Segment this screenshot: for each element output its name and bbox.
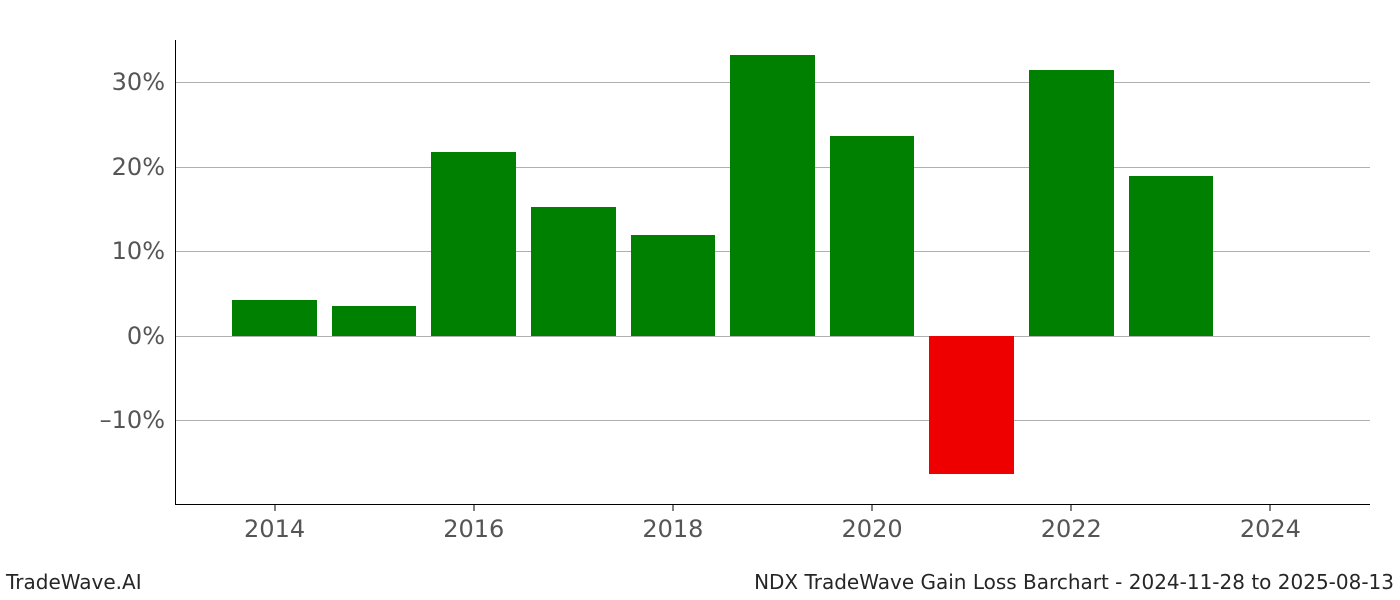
footer-caption: NDX TradeWave Gain Loss Barchart - 2024-… xyxy=(754,570,1394,594)
x-tick-label: 2014 xyxy=(244,505,305,543)
gridline xyxy=(175,420,1370,421)
chart-canvas: –10%0%10%20%30%201420162018202020222024 … xyxy=(0,0,1400,600)
x-tick-label: 2018 xyxy=(642,505,703,543)
x-axis-spine xyxy=(175,504,1370,505)
y-tick-label: 20% xyxy=(112,153,175,181)
y-tick-label: 0% xyxy=(127,322,175,350)
y-tick-label: –10% xyxy=(100,406,175,434)
x-tick-label: 2020 xyxy=(842,505,903,543)
bar xyxy=(431,152,516,336)
bar xyxy=(1029,70,1114,336)
plot-area: –10%0%10%20%30%201420162018202020222024 xyxy=(175,40,1370,505)
bar xyxy=(332,306,417,336)
bar xyxy=(631,235,716,336)
x-tick-label: 2016 xyxy=(443,505,504,543)
y-tick-label: 10% xyxy=(112,237,175,265)
x-tick-label: 2024 xyxy=(1240,505,1301,543)
x-tick-label: 2022 xyxy=(1041,505,1102,543)
bar xyxy=(929,336,1014,474)
bar xyxy=(232,300,317,336)
bar xyxy=(730,55,815,336)
bar xyxy=(1129,176,1214,336)
footer-brand: TradeWave.AI xyxy=(6,570,142,594)
bar xyxy=(830,136,915,336)
bar xyxy=(531,207,616,336)
y-axis-spine xyxy=(175,40,176,505)
gridline xyxy=(175,336,1370,337)
y-tick-label: 30% xyxy=(112,68,175,96)
